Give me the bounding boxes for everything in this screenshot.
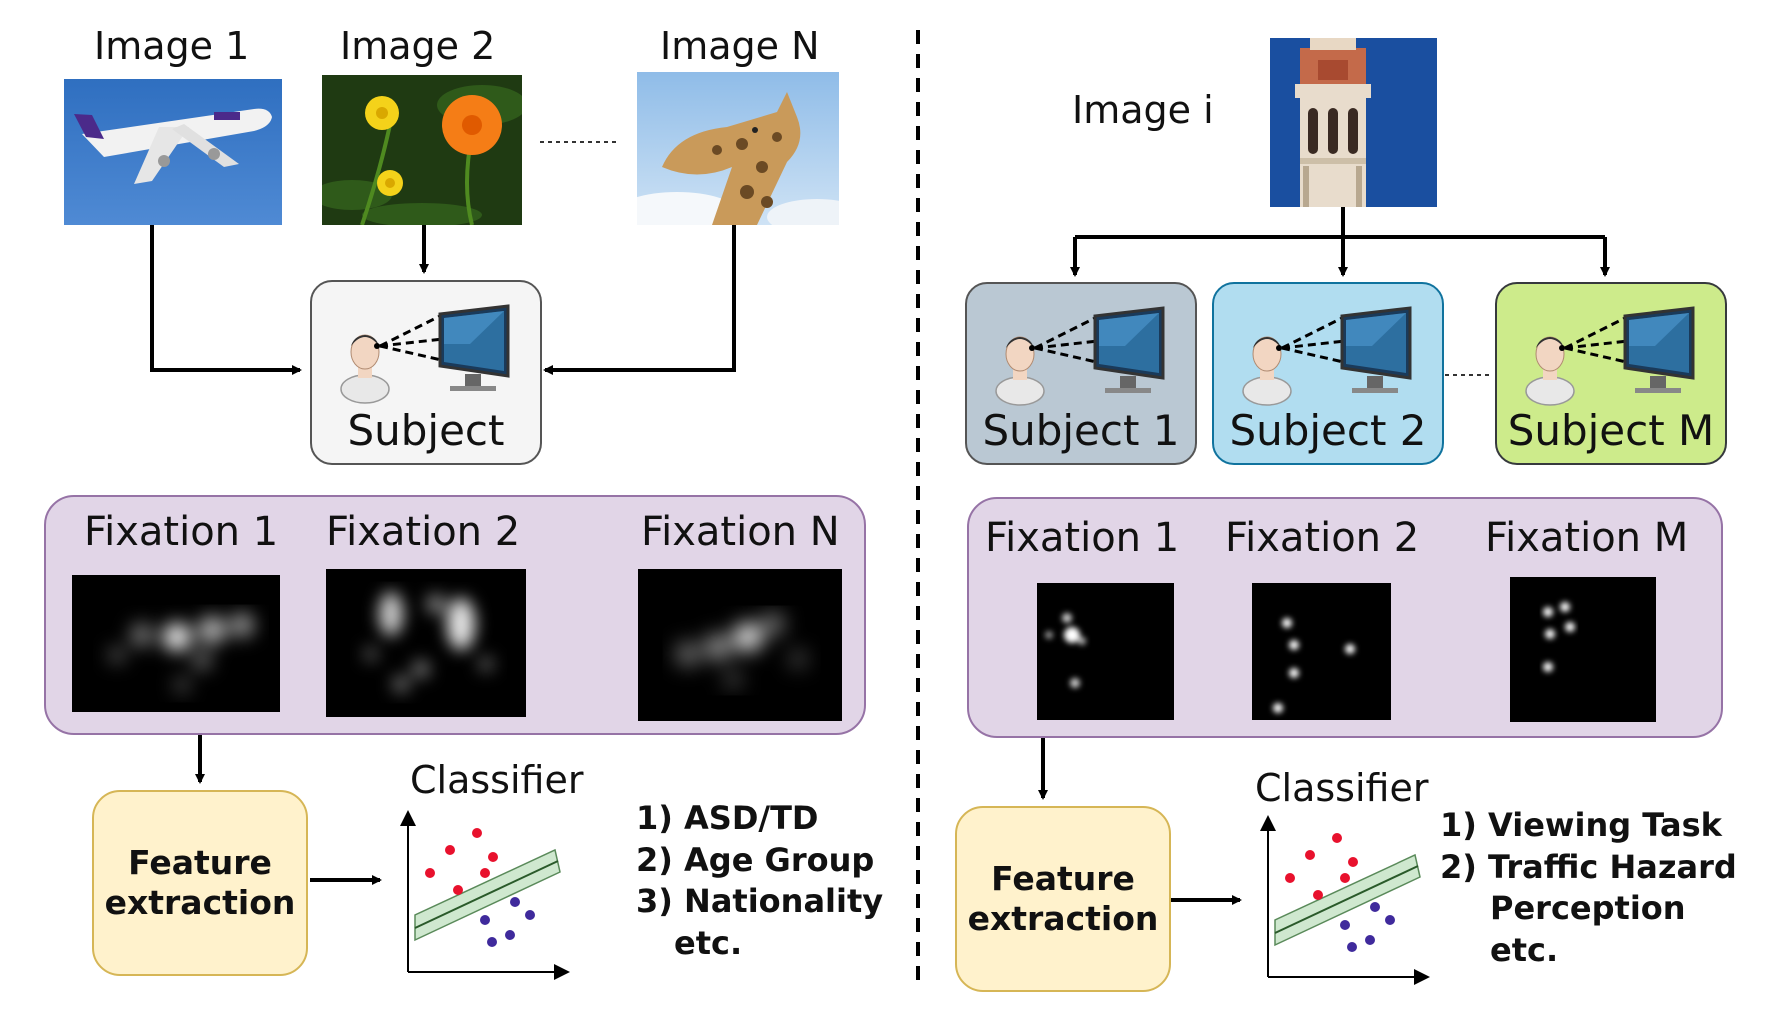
subject-2-label: Subject 2 bbox=[1229, 406, 1427, 455]
fixation-2-label-right: Fixation 2 bbox=[1225, 515, 1420, 561]
fixation-1-label: Fixation 1 bbox=[84, 509, 279, 555]
classifier-title: Classifier bbox=[410, 758, 584, 802]
feature-label-line2: extraction bbox=[104, 883, 296, 922]
image-n-label: Image N bbox=[660, 24, 820, 68]
subject-m-box: Subject M bbox=[1495, 282, 1727, 465]
giraffe-photo bbox=[637, 72, 839, 225]
subject-1-box: Subject 1 bbox=[965, 282, 1197, 465]
task-item: etc. bbox=[674, 923, 743, 962]
image-2-label: Image 2 bbox=[340, 24, 496, 68]
feature-extraction-box: Feature extraction bbox=[92, 790, 308, 976]
fixation-heatmap-2 bbox=[326, 569, 526, 717]
viewer-monitor-icon bbox=[1515, 306, 1715, 410]
fixation-2-label: Fixation 2 bbox=[326, 509, 521, 555]
classifier-scatter-icon bbox=[400, 810, 570, 984]
task-item: Perception bbox=[1490, 889, 1686, 928]
fixation-panel-right: Fixation 1 Fixation 2 Fixation M bbox=[967, 497, 1723, 738]
feature-extraction-box-right: Feature extraction bbox=[955, 806, 1171, 992]
image-i-label: Image i bbox=[1072, 88, 1214, 132]
feature-label-line1: Feature bbox=[128, 843, 272, 883]
task-item: 1) Viewing Task bbox=[1440, 806, 1722, 844]
airplane-photo bbox=[64, 79, 282, 225]
subject-box: Subject bbox=[310, 280, 542, 465]
viewer-monitor-icon bbox=[330, 304, 530, 408]
subject-2-box: Subject 2 bbox=[1212, 282, 1444, 465]
fixation-points-m bbox=[1510, 577, 1656, 722]
fixation-heatmap-n bbox=[638, 569, 842, 721]
task-item: 1) ASD/TD bbox=[636, 799, 819, 837]
feature-label-line2: extraction bbox=[967, 899, 1159, 938]
subject-m-label: Subject M bbox=[1507, 406, 1715, 455]
viewer-monitor-icon bbox=[1232, 306, 1432, 410]
tower-photo bbox=[1270, 38, 1437, 207]
viewer-monitor-icon bbox=[985, 306, 1185, 410]
task-item: etc. bbox=[1490, 930, 1559, 969]
task-item: 3) Nationality bbox=[636, 882, 884, 921]
classifier-scatter-icon bbox=[1260, 815, 1430, 989]
fixation-panel-left: Fixation 1 Fixation 2 Fixation N bbox=[44, 495, 866, 735]
subject-label: Subject bbox=[347, 406, 505, 455]
subject-1-label: Subject 1 bbox=[982, 406, 1180, 455]
image-1-label: Image 1 bbox=[94, 24, 250, 68]
fixation-m-label-right: Fixation M bbox=[1485, 515, 1689, 561]
task-list-left: 1) ASD/TD 2) Age Group 3) Nationality et… bbox=[636, 798, 883, 964]
flowers-photo bbox=[322, 75, 522, 225]
fixation-heatmap-1 bbox=[72, 575, 280, 712]
task-item: 2) Age Group bbox=[636, 840, 875, 879]
fixation-points-1 bbox=[1037, 583, 1174, 720]
fixation-n-label: Fixation N bbox=[641, 509, 840, 555]
feature-label-line1: Feature bbox=[991, 859, 1135, 899]
arrow-imageN-to-subject bbox=[543, 225, 736, 375]
fixation-points-2 bbox=[1252, 583, 1391, 720]
arrow-image1-to-subject bbox=[150, 225, 302, 375]
fixation-1-label-right: Fixation 1 bbox=[985, 515, 1180, 561]
task-list-right: 1) Viewing Task 2) Traffic Hazard Percep… bbox=[1440, 805, 1737, 971]
classifier-title-right: Classifier bbox=[1255, 766, 1429, 810]
task-item: 2) Traffic Hazard bbox=[1440, 847, 1737, 886]
